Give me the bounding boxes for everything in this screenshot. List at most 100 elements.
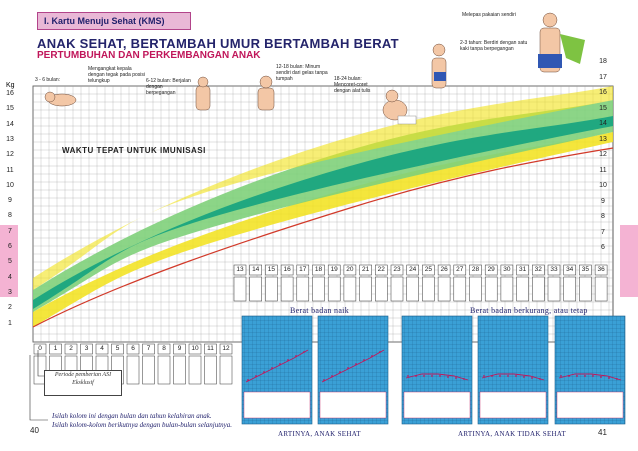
- month-box: [327, 264, 341, 276]
- y-left-tick: 6: [8, 243, 12, 250]
- left-page-tab: [0, 225, 18, 297]
- month-fill-box: [280, 276, 294, 302]
- not-healthy-caption: ARTINYA, ANAK TIDAK SEHAT: [458, 430, 567, 438]
- month-box: [280, 264, 294, 276]
- y-left-tick: 3: [8, 288, 12, 296]
- healthy-caption: ARTINYA, ANAK SEHAT: [278, 430, 361, 438]
- month-label: 18: [314, 266, 323, 273]
- month-fill-box: [296, 276, 310, 302]
- month-box: [157, 343, 171, 355]
- month-label: 21: [361, 266, 370, 273]
- month-fill-box: [204, 355, 217, 385]
- y-left-tick: 8: [8, 212, 12, 220]
- month-fill-box: [233, 276, 247, 302]
- kg-label: Kg: [6, 82, 15, 89]
- band-yellow-lower: [33, 132, 613, 327]
- month-label: 23: [393, 266, 401, 273]
- y-left-tick: 1: [8, 319, 12, 327]
- month-label: 11: [207, 345, 214, 352]
- milestone-3-6: 3 - 6 bulan:: [35, 77, 61, 83]
- month-fill-box: [469, 276, 482, 302]
- milestone-12-18: 12-18 bulan: Minum sendiri dari gelas ta…: [276, 64, 328, 82]
- month-fill-box: [188, 355, 202, 385]
- month-box: [142, 343, 155, 355]
- y-right-tick: 11: [599, 166, 607, 174]
- month-fill-box: [265, 276, 278, 302]
- mini-charts: [241, 315, 626, 425]
- month-box: [173, 343, 186, 355]
- month-box: [453, 264, 467, 276]
- month-fill-box: [406, 276, 419, 302]
- month-box: [64, 343, 78, 355]
- month-label: 29: [487, 266, 495, 273]
- page-number-left: 40: [30, 426, 39, 435]
- milestone-2-3: 2-3 tahun: Berdiri dengan satu kaki tanp…: [460, 40, 528, 52]
- month-box: [563, 264, 576, 276]
- breastfeeding-period-box: Periode pemberian ASI Eksklusif: [44, 370, 122, 396]
- month-fill-box: [516, 276, 529, 302]
- weight-up-caption: Berat badan naik: [290, 306, 349, 315]
- y-right-tick: 7: [601, 228, 605, 236]
- month-box: [296, 264, 310, 276]
- month-label: 10: [191, 345, 199, 352]
- month-box: [375, 264, 388, 276]
- instruction-1: Isilah kolom ini dengan bulan dan tahun …: [52, 412, 212, 420]
- month-box: [33, 343, 47, 355]
- month-fill-box: [594, 276, 608, 302]
- month-fill-box: [312, 276, 325, 302]
- toddler-drinking-figure: [257, 87, 275, 111]
- month-label: 30: [503, 266, 511, 273]
- milestone-undress: Melepas pakaian sendiri: [462, 12, 516, 18]
- month-box: [469, 264, 482, 276]
- right-page-tab: [620, 225, 638, 297]
- month-box: [547, 264, 561, 276]
- month-box: [95, 343, 109, 355]
- month-box: [359, 264, 372, 276]
- month-fill-box: [343, 276, 357, 302]
- month-fill-box: [249, 276, 262, 302]
- month-box: [204, 343, 217, 355]
- month-label: 8: [162, 345, 166, 352]
- milestone-head-lift: Mengangkat kepala dengan tegak pada posi…: [88, 66, 145, 84]
- month-label: 27: [456, 266, 464, 273]
- month-label: 31: [518, 266, 527, 273]
- month-box: [219, 343, 233, 355]
- y-right-tick: 8: [601, 213, 605, 220]
- month-label: 25: [424, 266, 432, 273]
- y-left-tick: 12: [6, 151, 14, 159]
- month-label: 5: [115, 345, 120, 352]
- month-label: 35: [581, 266, 589, 273]
- y-right-tick: 18: [599, 58, 607, 65]
- month-label: 20: [346, 266, 354, 273]
- month-label: 16: [283, 266, 291, 273]
- y-right-tick: 12: [599, 151, 607, 158]
- month-box: [111, 343, 124, 355]
- month-fill-box: [453, 276, 467, 302]
- month-fill-box: [327, 276, 341, 302]
- month-fill-box: [563, 276, 576, 302]
- page-title: ANAK SEHAT, BERTAMBAH UMUR BERTAMBAH BER…: [37, 36, 399, 51]
- y-left-tick: 14: [6, 120, 14, 128]
- month-box: [532, 264, 545, 276]
- month-fill-box: [579, 276, 592, 302]
- month-fill-box: [126, 355, 140, 385]
- month-box: [49, 343, 62, 355]
- month-label: 24: [409, 266, 417, 273]
- month-box: [516, 264, 529, 276]
- mini-chart-4: [477, 315, 549, 425]
- y-right-tick: 13: [599, 135, 607, 143]
- weight-down-caption: Berat badan berkurang, atau tetap: [470, 306, 588, 315]
- month-fill-box: [547, 276, 561, 302]
- milestone-18-24: 18-24 bulan: Mencoret-coret dengan alat …: [334, 76, 371, 94]
- y-left-tick: 16: [6, 90, 14, 97]
- y-left-tick: 9: [8, 197, 12, 205]
- month-label: 33: [550, 266, 558, 273]
- month-box: [343, 264, 357, 276]
- month-box: [422, 264, 435, 276]
- month-box: [188, 343, 202, 355]
- month-label: 2: [69, 345, 73, 352]
- milestone-6-12: 6-12 bulan: Berjalan dengan berpegangan: [146, 78, 191, 96]
- section-label: I. Kartu Menuju Sehat (KMS): [37, 12, 191, 30]
- y-left-tick: 10: [6, 181, 14, 189]
- month-box: [484, 264, 498, 276]
